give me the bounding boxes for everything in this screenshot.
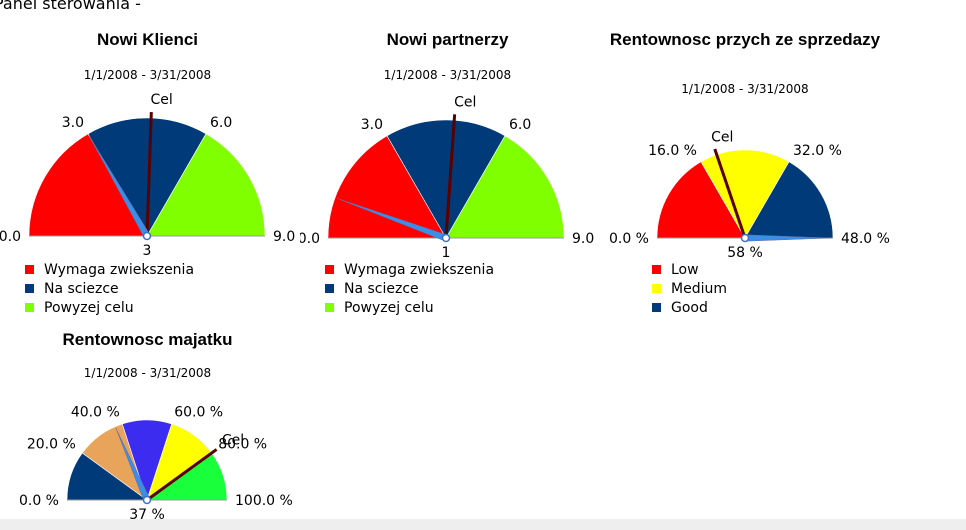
legend-label: Good [671, 299, 708, 316]
gauge-band [744, 161, 834, 239]
actual-value-label: 58 % [727, 245, 763, 261]
legend-swatch [25, 303, 34, 312]
gauge-band [28, 133, 148, 237]
gauge-tick-label: 9.0 [572, 231, 594, 247]
legend-swatch [325, 265, 334, 274]
legend-label: Low [671, 261, 699, 278]
gauge-tick-label: 9.0 [273, 229, 295, 245]
legend-item: Good [652, 298, 727, 317]
page-title: Panel sterowania - [0, 0, 141, 13]
gauge-rentownosc-przychodow: Rentownosc przych ze sprzedazy 1/1/2008 … [595, 26, 895, 326]
gauge-tick-label: 40.0 % [71, 404, 120, 420]
actual-value-label: 3 [143, 243, 152, 259]
gauge-nowi-klienci: Nowi Klienci 1/1/2008 - 3/31/2008 0.0 3.0… [0, 26, 295, 326]
gauge-tick-label: 3.0 [361, 117, 383, 133]
gauge-band [386, 119, 506, 239]
legend-item: Powyzej celu [325, 298, 494, 317]
legend-item: Na sciezce [25, 279, 194, 298]
gauge-date-range: 1/1/2008 - 3/31/2008 [83, 366, 212, 380]
legend-item: Wymaga zwiekszenia [325, 260, 494, 279]
target-label: Cel [222, 433, 244, 449]
needle-hub [142, 231, 152, 241]
gauge-tick-label: 0.0 % [609, 231, 649, 247]
legend-swatch [325, 284, 334, 293]
gauge-tick-label: 0.0 [300, 231, 320, 247]
gauge-dial: 0.0 3.0 6.0 9.0 Cel 3 [0, 92, 295, 259]
gauge-tick-label: 16.0 % [648, 143, 697, 159]
target-label: Cel [711, 129, 733, 145]
gauge-tick-label: 3.0 [62, 115, 84, 131]
gauge-title: Nowi Klienci [96, 30, 199, 49]
gauge-tick-label: 6.0 [210, 115, 232, 131]
legend-item: Powyzej celu [25, 298, 194, 317]
gauge-tick-label: 60.0 % [174, 404, 223, 420]
gauge-date-range: 1/1/2008 - 3/31/2008 [681, 82, 809, 96]
gauge-tick-label: 20.0 % [27, 436, 76, 452]
gauge-legend: Wymaga zwiekszenia Na sciezce Powyzej ce… [325, 260, 494, 317]
legend-swatch [25, 265, 34, 274]
legend-label: Na sciezce [344, 280, 419, 297]
legend-swatch [25, 284, 34, 293]
target-label: Cel [454, 94, 476, 110]
gauge-band [445, 135, 565, 239]
gauge-tick-label: 0.0 % [19, 493, 59, 509]
gauge-title: Nowi partnerzy [386, 30, 509, 49]
target-needle [145, 112, 153, 237]
gauge-date-range: 1/1/2008 - 3/31/2008 [383, 68, 512, 82]
needle-hub [142, 495, 152, 505]
legend-item: Na sciezce [325, 279, 494, 298]
legend-swatch [652, 284, 661, 293]
legend-item: Low [652, 260, 727, 279]
gauge-date-range: 1/1/2008 - 3/31/2008 [83, 68, 212, 82]
gauge-title: Rentownosc majatku [62, 330, 233, 349]
needle-hub [441, 233, 451, 243]
gauge-legend: Low Medium Good [652, 260, 727, 317]
actual-value-label: 1 [442, 245, 451, 261]
legend-swatch [325, 303, 334, 312]
gauge-tick-label: 100.0 % [235, 493, 293, 509]
bottom-strip [0, 519, 966, 530]
legend-label: Wymaga zwiekszenia [44, 261, 195, 278]
gauge-tick-label: 0.0 [0, 229, 21, 245]
gauge-nowi-partnerzy: Nowi partnerzy 1/1/2008 - 3/31/2008 0.0 3… [300, 26, 595, 326]
legend-swatch [652, 265, 661, 274]
target-needle [444, 114, 457, 239]
gauge-rentownosc-majatku: Rentownosc majatku 1/1/2008 - 3/31/2008 … [0, 326, 295, 530]
gauge-band [87, 117, 207, 237]
legend-label: Na sciezce [44, 280, 119, 297]
gauge-dial: 0.0 3.0 6.0 9.0 Cel 1 [300, 94, 594, 261]
gauge-dial: 0.0 %20.0 %40.0 % 60.0 %80.0 %100.0 %Cel3… [19, 404, 293, 523]
gauge-tick-label: 80.0 % [218, 436, 267, 452]
gauge-band [327, 135, 447, 239]
gauge-legend: Wymaga zwiekszenia Na sciezce Powyzej ce… [25, 260, 194, 317]
gauge-tick-label: 6.0 [509, 117, 531, 133]
gauge-band [146, 133, 266, 237]
gauge-tick-label: 48.0 % [841, 231, 890, 247]
target-label: Cel [150, 92, 172, 108]
legend-label: Powyzej celu [344, 299, 434, 316]
legend-swatch [652, 303, 661, 312]
legend-label: Powyzej celu [44, 299, 134, 316]
gauge-band [656, 161, 746, 239]
legend-label: Medium [671, 280, 727, 297]
target-needle [146, 448, 218, 502]
target-needle [713, 148, 747, 239]
gauge-dial: 0.0 % 16.0 % 32.0 % 48.0 % Cel 58 % [609, 129, 890, 261]
legend-label: Wymaga zwiekszenia [344, 261, 495, 278]
gauge-title: Rentownosc przych ze sprzedazy [609, 30, 881, 49]
needle-hub [740, 233, 750, 243]
legend-item: Medium [652, 279, 727, 298]
legend-item: Wymaga zwiekszenia [25, 260, 194, 279]
gauge-tick-label: 32.0 % [793, 143, 842, 159]
